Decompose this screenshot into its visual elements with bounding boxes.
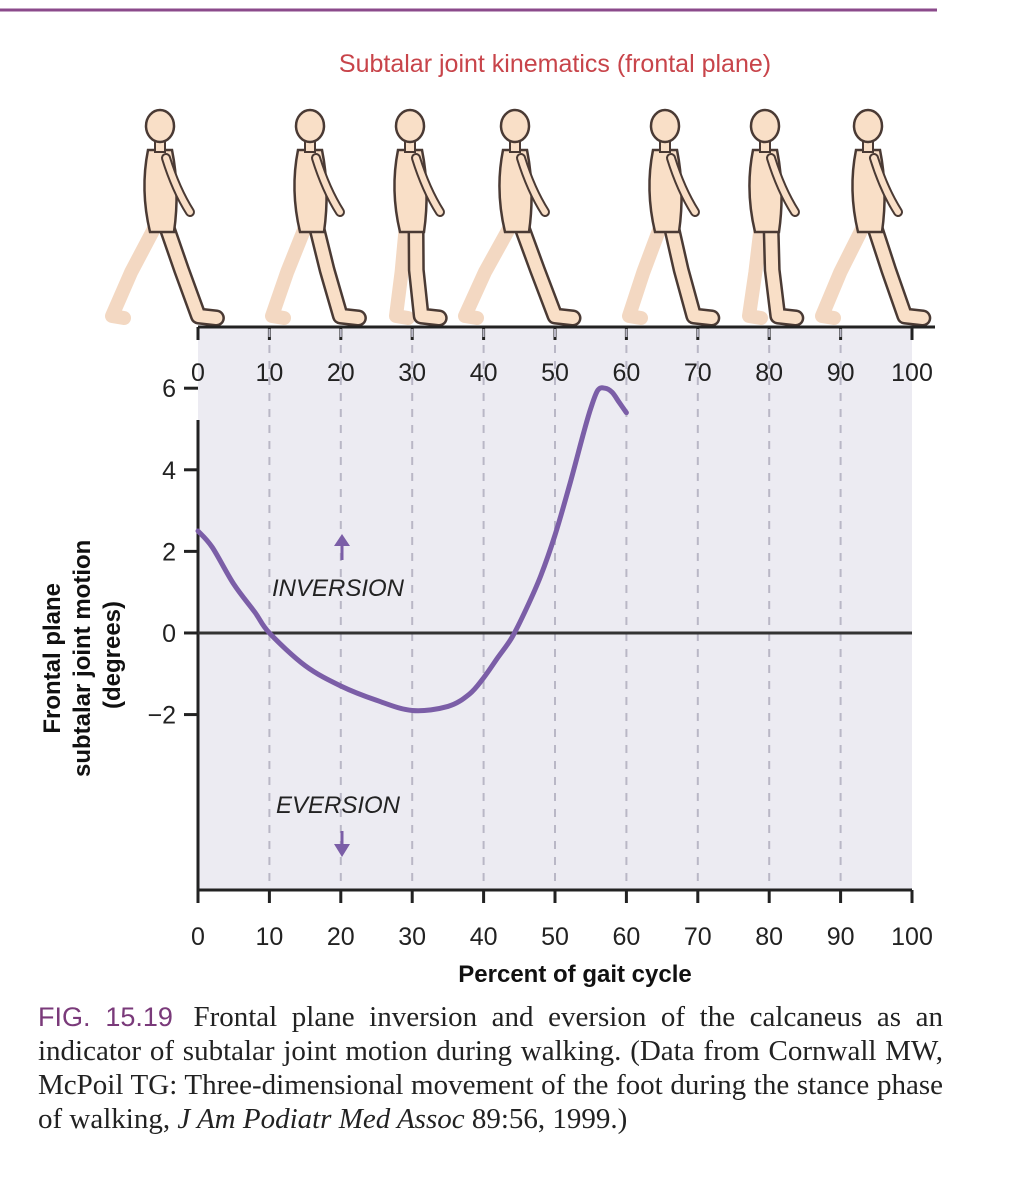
caption-journal: J Am Podiatr Med Assoc	[177, 1103, 465, 1135]
x-tick-label: 60	[612, 923, 640, 951]
x-tick-label: 40	[470, 923, 498, 951]
figure-number: FIG. 15.19	[38, 1002, 173, 1032]
inversion-label: INVERSION	[272, 575, 405, 602]
gridlines	[268, 329, 842, 890]
chart-title: Subtalar joint kinematics (frontal plane…	[339, 50, 771, 78]
x-tick-label: 0	[191, 923, 205, 951]
x-axis-label: Percent of gait cycle	[458, 961, 691, 988]
walking-figure-icon	[742, 108, 805, 327]
eversion-label: EVERSION	[276, 792, 401, 819]
y-tick-label: 2	[162, 538, 176, 566]
y-axis-label: Frontal plane subtalar joint motion (deg…	[39, 533, 126, 777]
x-tick-label: 30	[398, 923, 426, 951]
caption-text: Frontal plane inversion and eversion of …	[38, 1001, 944, 1135]
x-tick-label: 90	[827, 923, 855, 951]
x-tick-label: 20	[327, 923, 355, 951]
caption-tail: 89:56, 1999.)	[471, 1103, 628, 1135]
x-tick-label: 50	[541, 923, 569, 951]
series-line	[195, 385, 629, 714]
y-tick-label: 0	[162, 620, 176, 648]
y-axis: 6 4 2 0 −2	[147, 375, 198, 730]
walking-figures	[105, 108, 932, 327]
y-tick-label: −2	[147, 702, 176, 730]
down-arrow-icon	[334, 831, 350, 857]
walking-figure-icon	[265, 108, 367, 327]
x-tick-label: 0	[191, 359, 205, 387]
x-tick-label: 80	[755, 923, 783, 951]
walking-figure-icon	[622, 108, 721, 327]
x-tick-label: 10	[255, 923, 283, 951]
walking-figure-icon	[105, 108, 225, 327]
x-tick-label: 100	[891, 923, 933, 951]
walking-figure-icon	[815, 108, 932, 327]
bottom-axis: 0 10 20 30 40 50 60 70 80 90 100	[191, 890, 933, 951]
figure-caption: FIG. 15.19 Frontal plane inversion and e…	[38, 1000, 943, 1136]
y-tick-label: 4	[162, 457, 176, 485]
walking-figure-icon	[458, 108, 582, 327]
x-tick-label: 100	[891, 359, 933, 387]
y-tick-label: 6	[162, 375, 176, 403]
x-tick-label: 70	[684, 923, 712, 951]
walking-figure-icon	[389, 108, 448, 327]
up-arrow-icon	[334, 534, 350, 560]
